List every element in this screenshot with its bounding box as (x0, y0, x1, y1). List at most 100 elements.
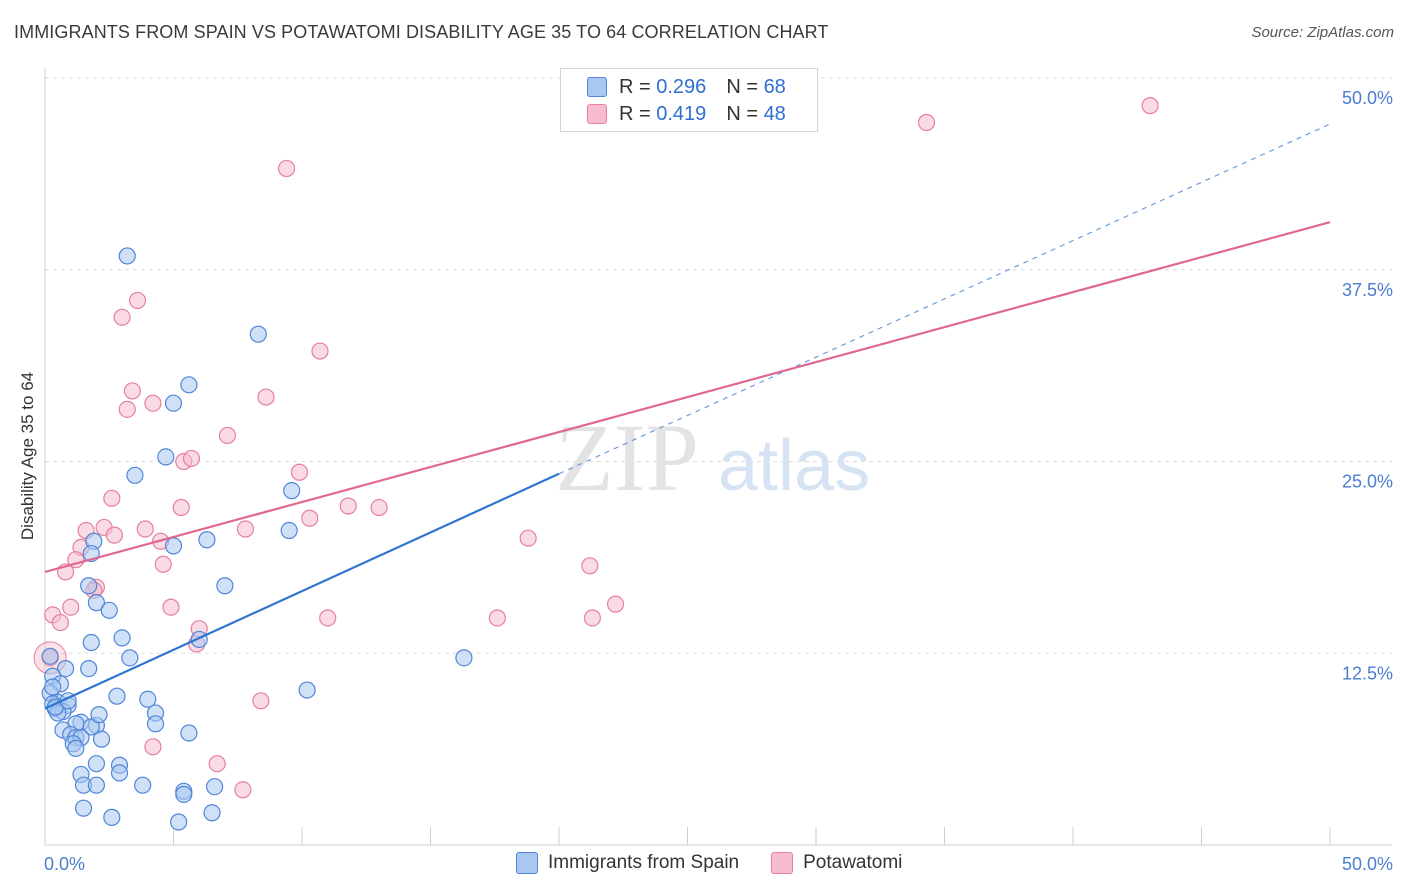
potawatomi-point (113, 308, 131, 326)
trend-lines (44, 123, 1331, 710)
potawatomi-point (290, 463, 309, 481)
potawatomi-point (51, 613, 70, 632)
potawatomi-point (236, 520, 255, 538)
potawatomi-point (62, 598, 80, 616)
spain-point (80, 577, 98, 595)
stats-row-potawatomi: R = 0.419 N = 48 (587, 102, 786, 126)
potawatomi-point (144, 394, 162, 412)
potawatomi-point (1141, 97, 1159, 115)
spain-point (146, 715, 165, 733)
spain-point (283, 482, 301, 500)
series-legend: Immigrants from Spain Potawatomi (516, 852, 934, 874)
spain-point (108, 687, 126, 705)
r-value: 0.296 (656, 75, 707, 98)
legend-item-spain[interactable]: Immigrants from Spain (516, 852, 739, 874)
potawatomi-point (182, 449, 201, 468)
n-value: 68 (763, 75, 786, 98)
potawatomi-point (583, 609, 602, 627)
spain-point (82, 633, 100, 652)
spain-point (44, 678, 62, 696)
potawatomi-point (301, 509, 319, 527)
spain-point (134, 776, 152, 794)
spain-point (170, 813, 188, 831)
spain-point (206, 778, 224, 796)
spain-points (41, 247, 473, 831)
spain-point (74, 799, 93, 817)
r-label: R = (619, 102, 651, 125)
potawatomi-point (154, 555, 172, 573)
potawatomi-point (488, 609, 506, 627)
potawatomi-point (257, 388, 275, 406)
potawatomi-point (118, 400, 136, 418)
y-tick-label: 12.5% (1342, 663, 1393, 683)
spain-swatch (516, 852, 538, 874)
spain-point (56, 659, 75, 678)
spain-point (157, 448, 175, 466)
potawatomi-swatch (587, 104, 607, 124)
potawatomi-point (234, 781, 252, 799)
spain-point (118, 247, 136, 265)
spain-point (175, 785, 193, 803)
spain-point (121, 649, 139, 667)
potawatomi-trend-line (44, 221, 1331, 574)
spain-point (87, 755, 106, 773)
axes (44, 68, 1392, 846)
spain-point (100, 601, 118, 619)
spain-swatch (587, 77, 607, 97)
potawatomi-swatch (771, 852, 794, 874)
watermark-zip: ZIP (555, 404, 699, 511)
potawatomi-point (277, 159, 296, 178)
potawatomi-point (581, 557, 599, 575)
spain-trend-extension (558, 123, 1331, 475)
potawatomi-point (370, 498, 388, 517)
spain-point (280, 521, 298, 540)
y-tick-label: 37.5% (1342, 280, 1393, 300)
n-label: N = (726, 75, 758, 98)
potawatomi-point (136, 520, 154, 538)
stats-row-spain: R = 0.296 N = 68 (587, 75, 786, 99)
spain-point (164, 537, 183, 555)
x-tick-label: 0.0% (44, 854, 85, 874)
potawatomi-point (252, 692, 270, 710)
potawatomi-point (606, 595, 625, 613)
spain-point (455, 649, 473, 667)
spain-point (41, 647, 59, 665)
legend-item-potawatomi[interactable]: Potawatomi (771, 852, 902, 874)
source-label: Source: ZipAtlas.com (1251, 24, 1394, 41)
spain-point (126, 466, 144, 484)
tick-labels: 12.5% 25.0% 37.5% 50.0% 0.0% 50.0% (44, 88, 1393, 874)
watermark: ZIP atlas (555, 404, 870, 511)
r-label: R = (619, 75, 651, 98)
spain-point (139, 690, 157, 708)
y-tick-label: 50.0% (1342, 88, 1393, 108)
spain-point (164, 394, 183, 412)
spain-point (82, 718, 100, 736)
potawatomi-point (208, 755, 226, 773)
n-value: 48 (763, 102, 786, 125)
stats-legend: R = 0.296 N = 68 R = 0.419 N = 48 (560, 68, 818, 132)
potawatomi-point (105, 526, 123, 544)
potawatomi-point (319, 609, 337, 627)
potawatomi-point (128, 291, 147, 310)
spain-point (67, 739, 85, 757)
spain-point (180, 724, 198, 742)
n-label: N = (726, 102, 758, 125)
spain-point (87, 776, 106, 794)
spain-point (92, 730, 111, 748)
legend-label: Potawatomi (803, 852, 903, 873)
spain-trend-line (44, 472, 560, 710)
spain-point (216, 577, 234, 595)
chart-title: IMMIGRANTS FROM SPAIN VS POTAWATOMI DISA… (14, 22, 829, 42)
potawatomi-point (917, 113, 936, 132)
potawatomi-point (144, 738, 162, 756)
watermark-atlas: atlas (718, 426, 870, 506)
x-tick-label: 50.0% (1342, 854, 1393, 874)
spain-point (298, 681, 316, 699)
spain-point (203, 804, 221, 822)
y-tick-label: 25.0% (1342, 472, 1393, 492)
r-value: 0.419 (656, 102, 707, 125)
potawatomi-point (218, 426, 237, 445)
potawatomi-point (103, 489, 121, 507)
spain-point (249, 325, 267, 343)
